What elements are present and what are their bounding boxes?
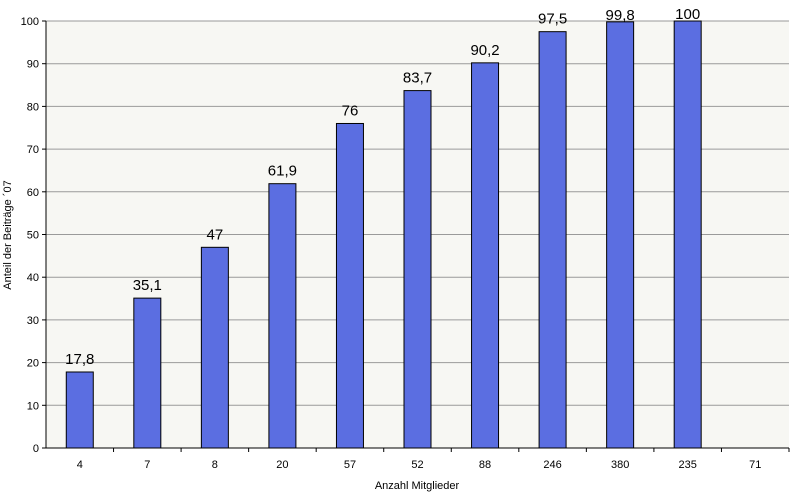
y-tick-label: 80	[27, 101, 39, 113]
x-tick-label: 57	[344, 459, 356, 471]
x-tick-label: 52	[411, 459, 423, 471]
x-tick-label: 20	[276, 459, 288, 471]
y-tick-label: 20	[27, 358, 39, 370]
bar	[673, 20, 702, 449]
bar-value-label: 100	[675, 6, 700, 23]
y-tick-label: 40	[27, 272, 39, 284]
y-tick-label: 0	[33, 443, 39, 455]
x-tick-label: 246	[543, 459, 561, 471]
y-tick-label: 10	[27, 400, 39, 412]
bar-value-label: 97,5	[538, 11, 567, 28]
bar-value-label: 99,8	[606, 7, 635, 24]
x-tick-label: 7	[144, 459, 150, 471]
y-tick-label: 90	[27, 59, 39, 71]
x-tick-label: 88	[479, 459, 491, 471]
bars	[65, 20, 702, 449]
bar-value-label: 83,7	[403, 70, 432, 87]
y-tick-labels: 0 10 20 30 40 50 60 70 80 90 100	[21, 16, 46, 455]
data-labels: 17,8 35,1 47 61,9 76 83,7 90,2 97,5 99,8 100	[65, 6, 700, 368]
bar	[335, 122, 364, 449]
x-tick-label: 235	[679, 459, 697, 471]
x-tick-label: 4	[77, 459, 83, 471]
y-tick-label: 30	[27, 315, 39, 327]
x-tick-labels: 4 7 8 20 57 52 88 246 380 235 71	[77, 448, 790, 471]
bar	[268, 183, 297, 449]
bar	[133, 297, 162, 449]
bar	[606, 21, 635, 449]
bar	[200, 246, 229, 449]
bar	[538, 31, 567, 449]
bar-value-label: 61,9	[268, 163, 297, 180]
y-axis-title: Anteil der Beiträge ´07	[2, 180, 14, 289]
bar	[65, 371, 94, 449]
bar	[471, 62, 500, 449]
bar-value-label: 47	[207, 226, 224, 243]
bar-value-label: 90,2	[470, 42, 499, 59]
x-tick-label: 71	[749, 459, 761, 471]
y-tick-label: 100	[21, 16, 39, 28]
y-tick-label: 50	[27, 230, 39, 242]
bar-value-label: 17,8	[65, 351, 94, 368]
bar-value-label: 76	[342, 102, 359, 119]
bar-value-label: 35,1	[133, 277, 162, 294]
x-tick-label: 8	[212, 459, 218, 471]
y-tick-label: 70	[27, 144, 39, 156]
bar	[403, 90, 432, 449]
x-tick-label: 380	[611, 459, 629, 471]
x-axis-title: Anzahl Mitglieder	[375, 480, 460, 492]
y-tick-label: 60	[27, 187, 39, 199]
